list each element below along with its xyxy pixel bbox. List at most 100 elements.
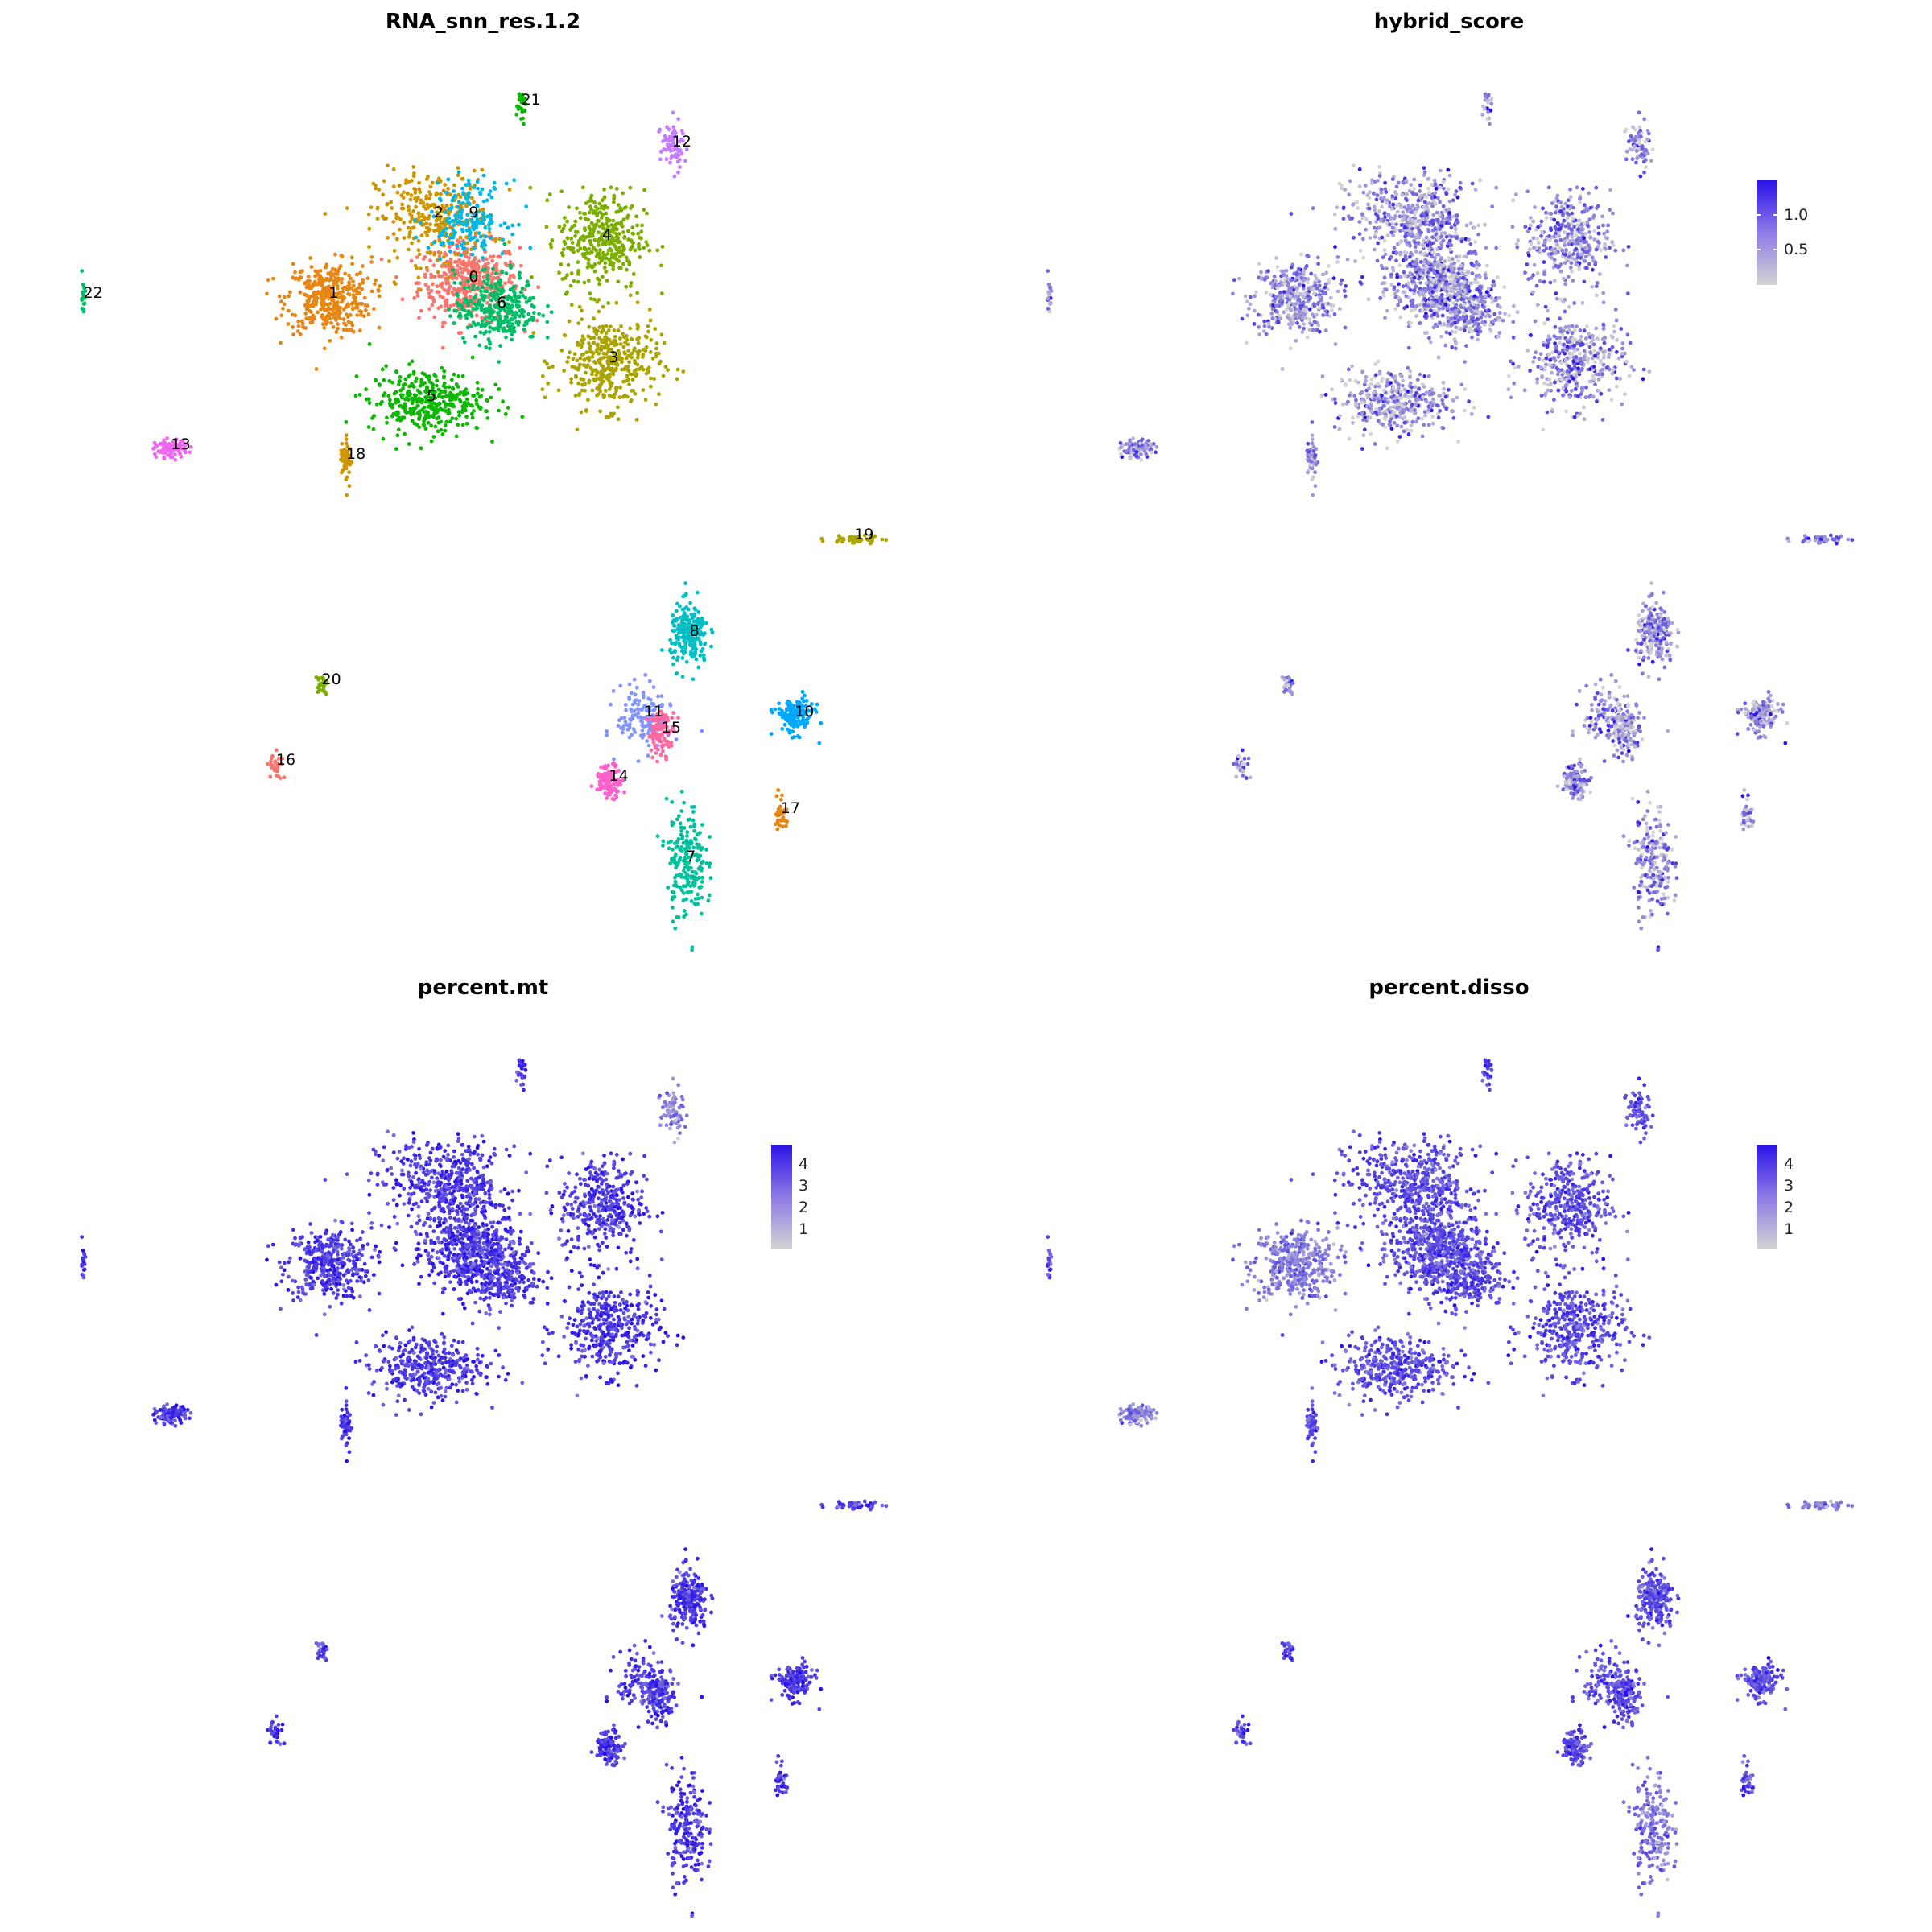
cell-point — [1323, 282, 1328, 287]
cell-point — [582, 358, 587, 362]
cell-point — [642, 208, 646, 213]
cell-point — [1343, 325, 1348, 330]
cell-point — [417, 417, 422, 421]
cell-point — [455, 221, 460, 225]
cell-point — [685, 830, 690, 835]
cell-point — [548, 242, 553, 246]
cell-point — [414, 394, 418, 398]
cell-point — [407, 384, 411, 389]
cell-point — [426, 399, 431, 404]
cell-point — [431, 386, 435, 390]
cell-point — [600, 198, 605, 203]
cell-point — [679, 888, 684, 893]
cell-point — [1375, 193, 1380, 198]
cell-point — [526, 312, 531, 316]
cell-point — [443, 308, 448, 313]
cell-point — [550, 238, 555, 242]
cell-point — [441, 254, 446, 259]
cell-point — [349, 286, 353, 291]
cell-point — [565, 290, 569, 295]
cell-point — [1335, 289, 1340, 294]
cell-point — [1435, 264, 1440, 269]
cell-point — [430, 209, 434, 214]
cell-point — [676, 655, 680, 660]
cell-point — [456, 200, 461, 204]
cell-point — [469, 411, 474, 416]
cell-point — [654, 402, 658, 407]
cell-point — [345, 206, 349, 211]
cell-point — [678, 885, 683, 890]
cell-point — [504, 329, 509, 333]
cell-point — [1413, 267, 1418, 272]
cell-point — [1285, 293, 1290, 298]
cell-point — [402, 236, 407, 240]
cell-point — [270, 276, 275, 281]
cell-point — [609, 790, 614, 794]
cluster-label: 6 — [497, 294, 506, 312]
cell-point — [664, 742, 668, 747]
cell-point — [80, 306, 85, 311]
cell-point — [439, 304, 443, 309]
cell-point — [595, 386, 599, 390]
cell-point — [403, 409, 407, 414]
cell-point — [582, 211, 586, 216]
cell-point — [597, 239, 601, 244]
cell-point — [282, 775, 287, 780]
cell-point — [637, 699, 642, 704]
cell-point — [1335, 205, 1340, 210]
cell-point — [541, 313, 546, 318]
cell-point — [423, 381, 427, 386]
cell-point — [523, 295, 528, 300]
cell-point — [464, 218, 469, 223]
cluster-label: 16 — [276, 751, 295, 769]
cell-point — [509, 317, 514, 321]
cell-point — [613, 788, 618, 793]
cell-point — [443, 210, 448, 214]
cell-point — [674, 845, 679, 850]
cell-point — [506, 279, 511, 284]
cell-point — [549, 310, 554, 315]
cell-point — [565, 360, 570, 364]
cell-point — [449, 378, 454, 382]
cell-point — [459, 243, 464, 248]
cell-point — [606, 343, 611, 348]
cell-point — [629, 281, 634, 285]
cell-point — [432, 203, 437, 208]
cell-point — [452, 183, 456, 188]
cell-point — [493, 263, 497, 268]
cell-point — [1414, 303, 1419, 308]
cell-point — [496, 322, 501, 327]
cell-point — [1426, 270, 1430, 275]
cell-point — [390, 380, 394, 385]
cell-point — [1406, 281, 1410, 286]
cell-point — [1317, 283, 1322, 288]
cell-point — [581, 378, 586, 382]
cell-point — [1245, 299, 1249, 303]
cell-point — [455, 291, 459, 296]
cell-point — [309, 286, 314, 291]
cell-point — [639, 229, 644, 234]
cell-point — [618, 266, 623, 270]
cell-point — [403, 377, 408, 382]
cell-point — [648, 318, 653, 323]
cell-point — [406, 204, 411, 209]
cell-point — [291, 332, 295, 336]
cell-point — [1269, 281, 1273, 286]
cell-point — [1408, 287, 1413, 292]
cell-point — [775, 811, 780, 815]
cell-point — [482, 289, 487, 294]
cell-point — [453, 252, 458, 257]
cell-point — [597, 256, 602, 261]
cell-point — [648, 376, 653, 381]
cell-point — [522, 108, 527, 113]
cell-point — [624, 284, 629, 289]
cell-point — [351, 288, 356, 293]
cell-point — [671, 883, 676, 888]
cell-point — [798, 704, 803, 709]
cell-point — [540, 387, 545, 392]
cell-point — [344, 433, 349, 437]
cell-point — [581, 363, 586, 367]
cell-point — [413, 191, 418, 195]
cell-point — [1409, 308, 1414, 313]
cell-point — [477, 303, 481, 307]
